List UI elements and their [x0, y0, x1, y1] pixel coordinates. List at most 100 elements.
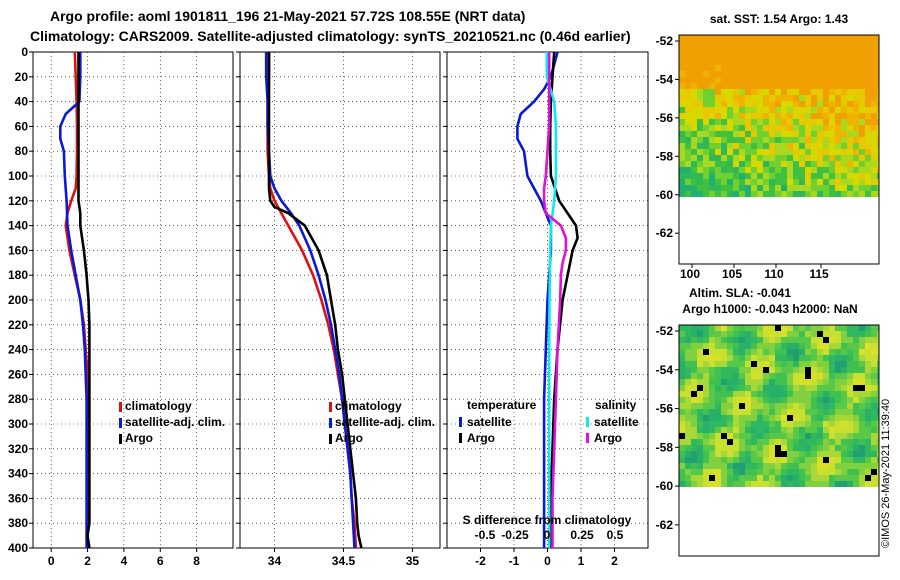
sla-map-cell: [859, 385, 865, 391]
sst-map-cell: [805, 185, 811, 191]
sla-map-cell: [829, 343, 835, 349]
sla-map-cell: [829, 433, 835, 439]
sla-map-cell: [709, 349, 715, 355]
sst-map-cell: [679, 107, 685, 113]
sst-map-cell: [733, 131, 739, 137]
sst-map-cell: [829, 59, 835, 65]
sst-map-cell: [865, 179, 871, 185]
sst-map-cell: [805, 95, 811, 101]
sst-map-cell: [781, 173, 787, 179]
sla-map-cell: [847, 463, 853, 469]
sst-map-cell: [745, 83, 751, 89]
sla-map-cell: [763, 481, 769, 487]
sst-map-cell: [811, 131, 817, 137]
sla-map-cell: [835, 391, 841, 397]
sla-map-cell: [745, 337, 751, 343]
sst-map-cell: [685, 77, 691, 83]
sst-map-cell: [829, 137, 835, 143]
sla-map-cell: [817, 469, 823, 475]
sla-map-cell: [715, 463, 721, 469]
sla-map-cell: [733, 391, 739, 397]
sla-map-cell: [769, 445, 775, 451]
sla-map-cell: [763, 391, 769, 397]
sst-map-cell: [817, 167, 823, 173]
sst-map-cell: [781, 125, 787, 131]
sla-map-cell: [691, 355, 697, 361]
sst-map-cell: [721, 95, 727, 101]
sst-map-cell: [757, 125, 763, 131]
sst-map-cell: [793, 185, 799, 191]
sst-map-cell: [763, 59, 769, 65]
sst-map-cell: [679, 77, 685, 83]
sla-map-cell: [853, 433, 859, 439]
sla-map-cell: [715, 409, 721, 415]
sst-map-cell: [769, 107, 775, 113]
sst-map-cell: [787, 125, 793, 131]
sla-map-cell: [721, 451, 727, 457]
sst-map-cell: [817, 179, 823, 185]
sst-map-cell: [793, 41, 799, 47]
sst-map-cell: [721, 137, 727, 143]
sst-map-cell: [769, 65, 775, 71]
sla-map-cell: [823, 379, 829, 385]
sst-map-cell: [835, 65, 841, 71]
sla-map-cell: [697, 409, 703, 415]
sla-map-cell: [775, 421, 781, 427]
sla-map-cell: [823, 433, 829, 439]
sla-map-cell: [721, 469, 727, 475]
sst-map-cell: [709, 149, 715, 155]
sst-map-cell: [679, 125, 685, 131]
sla-map-cell: [871, 397, 877, 403]
sla-map-cell: [811, 337, 817, 343]
sst-map-cell: [823, 185, 829, 191]
sst-map-cell: [721, 47, 727, 53]
sst-map-cell: [793, 71, 799, 77]
sla-map-cell: [685, 337, 691, 343]
sla-map-cell: [817, 397, 823, 403]
sst-map-cell: [751, 131, 757, 137]
sst-map-cell: [697, 53, 703, 59]
sla-map-cell: [763, 349, 769, 355]
sst-map-cell: [787, 119, 793, 125]
sst-map-cell: [841, 179, 847, 185]
depth-tick-label: 140: [8, 219, 28, 233]
sst-map-cell: [745, 41, 751, 47]
sst-map-cell: [829, 131, 835, 137]
sst-map-cell: [679, 95, 685, 101]
sst-map-cell: [799, 179, 805, 185]
sla-map-cell: [709, 415, 715, 421]
depth-tick-label: 340: [8, 467, 28, 481]
sla-map-cell: [799, 463, 805, 469]
sst-map-cell: [865, 131, 871, 137]
sla-map-cell: [841, 451, 847, 457]
sla-map-cell: [835, 397, 841, 403]
sst-map-cell: [709, 179, 715, 185]
sla-map-cell: [769, 433, 775, 439]
sst-map-cell: [823, 59, 829, 65]
sst-map-cell: [679, 179, 685, 185]
sla-map-cell: [811, 367, 817, 373]
sst-map-cell: [685, 149, 691, 155]
sst-map-cell: [721, 185, 727, 191]
sst-map-cell: [727, 191, 733, 197]
sst-map-cell: [691, 161, 697, 167]
sla-map-cell: [781, 433, 787, 439]
sst-map-cell: [781, 149, 787, 155]
sst-map-cell: [811, 185, 817, 191]
sst-map-cell: [835, 101, 841, 107]
sla-map-cell: [691, 451, 697, 457]
sla-map-cell: [679, 457, 685, 463]
sst-map-cell: [685, 101, 691, 107]
sst-map-cell: [787, 179, 793, 185]
sst-map-cell: [727, 113, 733, 119]
sla-map-cell: [829, 355, 835, 361]
sla-map-cell: [739, 403, 745, 409]
sla-map-cell: [775, 343, 781, 349]
sst-map-cell: [697, 107, 703, 113]
diff-legend-swatch: [586, 417, 589, 427]
sla-map-cell: [733, 409, 739, 415]
sla-map-cell: [733, 439, 739, 445]
sst-map-cell: [769, 83, 775, 89]
sst-map-cell: [805, 77, 811, 83]
sla-map-cell: [715, 469, 721, 475]
